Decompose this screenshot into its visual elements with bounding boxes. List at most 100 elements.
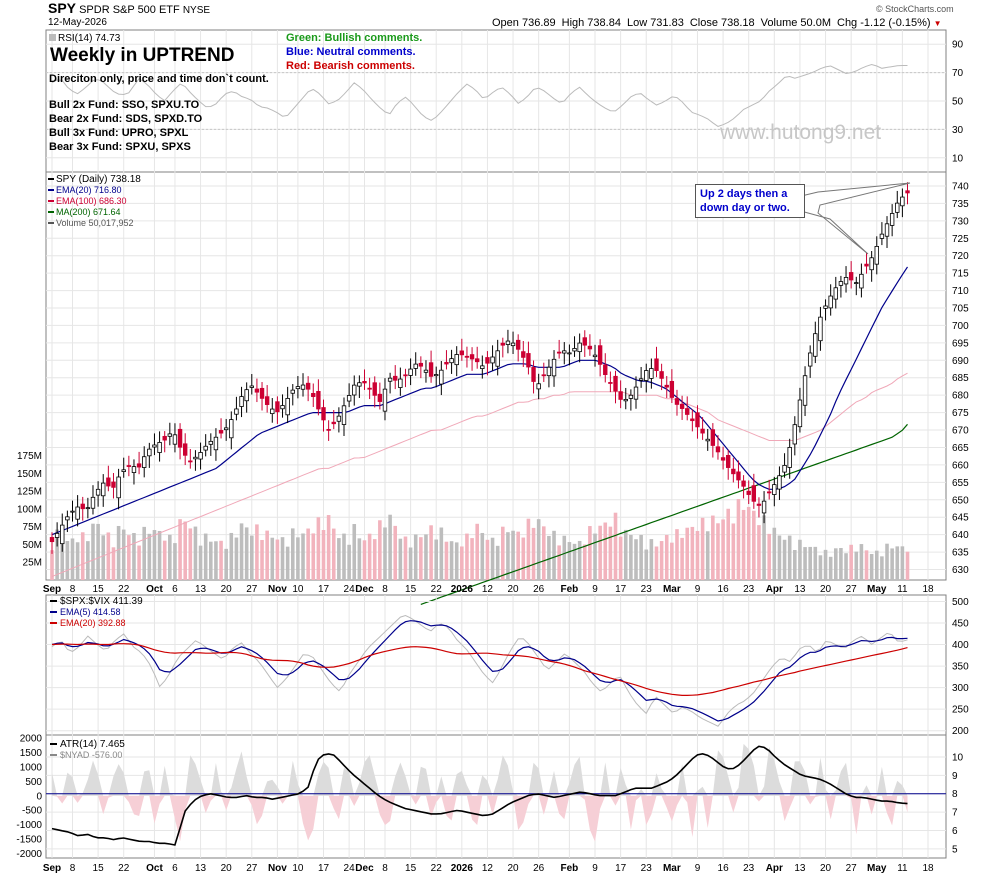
volume-bar [618,536,623,580]
candle-body [275,401,280,413]
volume-bar [239,523,244,580]
x-tick-label: Feb [561,863,579,874]
x-tick-label: 20 [221,863,233,874]
volume-bar [839,548,843,580]
volume-bar [429,525,433,580]
volume-bar [393,525,398,580]
candle-body [177,428,183,448]
candle-body [787,447,792,468]
candle-body [469,354,475,360]
volume-bar [352,524,357,580]
candle-body [664,384,669,388]
candle-body [884,223,890,237]
nyad-tick-label: -1000 [16,820,42,831]
x-tick-label: 20 [507,584,519,595]
volume-bar [168,534,172,580]
candle-body [690,418,695,422]
volume-bar [731,523,736,580]
ratio-legend-item: EMA(20) 392.88 [60,618,126,628]
candle-body [654,358,659,372]
y-tick-label: 735 [952,199,969,210]
volume-bar [577,540,582,580]
volume-bar [337,538,341,580]
volume-bar [833,548,838,580]
volume-bar [193,526,198,580]
y-tick-label: 660 [952,460,969,471]
volume-bar [501,526,505,580]
x-tick-label: 13 [794,863,806,874]
candle-body [167,433,173,437]
y-tick-label: 50 [952,97,964,108]
candle-body [116,476,121,499]
volume-bar [793,549,797,580]
candle-body [628,394,634,399]
x-tick-label: 16 [718,584,730,595]
volume-bar [572,543,577,580]
volume-tick-label: 125M [17,487,42,498]
candle-body [464,355,470,358]
volume-bar [280,537,285,580]
candle-body [474,358,480,363]
x-tick-label: May [867,863,887,874]
candle-body [848,272,854,281]
volume-bar [249,535,254,580]
volume-bar [449,541,454,580]
x-tick-label: 17 [318,584,330,595]
volume-bar [209,541,213,580]
y-tick-label: 670 [952,426,969,437]
candle-body [136,463,142,468]
volume-bar [60,534,65,580]
candle-body [485,357,490,364]
volume-bar [460,546,464,580]
x-tick-label: Oct [146,863,163,874]
x-tick-label: Apr [766,863,783,874]
candle-body [208,440,214,445]
x-tick-label: 17 [615,584,627,595]
candle-body [879,233,885,239]
volume-tick-label: 25M [23,558,42,569]
candle-body [864,263,869,267]
x-tick-label: 8 [70,863,76,874]
volume-bar [700,517,705,580]
candle-body [797,399,803,428]
price-legend-item: Volume 50,017,952 [56,218,134,228]
volume-bar [511,530,515,580]
candle-body [213,436,219,451]
x-tick-label: 24 [344,863,356,874]
candle-body [556,351,562,354]
x-tick-label: Feb [561,584,579,595]
x-tick-label: Sep [43,863,61,874]
candle-body [505,340,511,345]
candle-body [90,496,96,509]
volume-bar [844,553,848,580]
volume-bar [203,533,208,580]
volume-bar [680,537,684,580]
price-legend-item: EMA(20) 716.80 [56,185,122,195]
volume-bar [116,525,121,580]
candle-body [101,482,106,497]
candle-body [838,281,844,286]
candle-body [244,389,249,402]
volume-bar [75,542,80,580]
volume-bar [454,542,459,580]
candle-body [162,435,167,441]
volume-bar [296,537,300,580]
candle-body [623,398,628,402]
volume-bar [301,533,305,580]
volume-bar [137,545,141,580]
y-tick-label: 640 [952,530,969,541]
y-tick-label: 635 [952,548,969,559]
candle-body [393,375,398,381]
volume-bar [598,525,602,580]
volume-bar [562,535,567,580]
x-tick-label: 23 [641,584,653,595]
candle-body [792,424,798,445]
volume-bar [567,542,572,580]
volume-bar [752,510,756,580]
candle-body [777,475,782,490]
candle-body [869,257,874,271]
y-tick-label: 10 [952,153,964,164]
y-tick-label: 725 [952,234,969,245]
nyad-tick-label: 500 [25,777,42,788]
x-tick-label: 17 [615,863,627,874]
